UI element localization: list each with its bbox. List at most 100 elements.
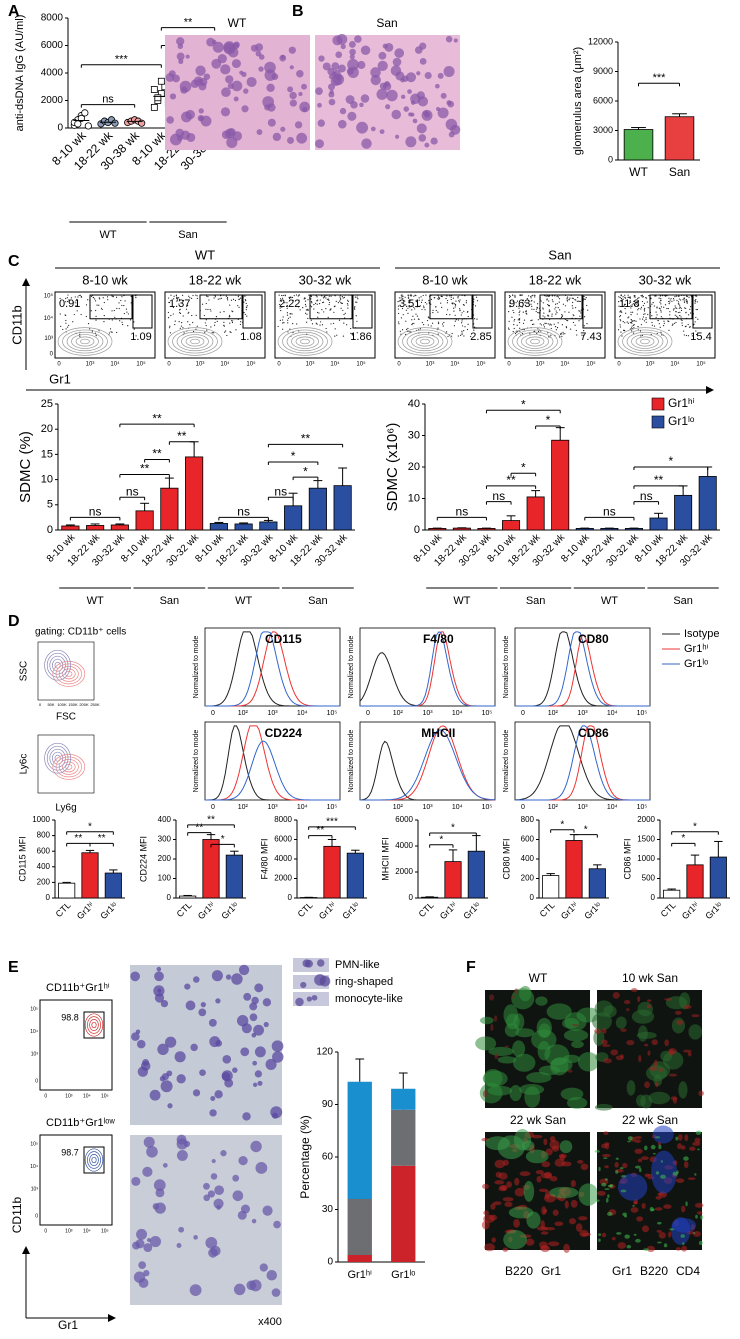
flow-event [195, 328, 197, 330]
flow-event [579, 310, 581, 312]
stain [481, 1220, 490, 1230]
bar [81, 852, 99, 899]
flow-event [635, 301, 637, 303]
flow-event [668, 300, 670, 303]
flow-tick: 0 [35, 1078, 38, 1084]
stain [546, 1003, 572, 1020]
cell [176, 37, 185, 46]
histogram-curve [205, 631, 340, 707]
cell [392, 57, 402, 67]
flow-title: 8-10 wk [422, 272, 468, 287]
flow-event [407, 307, 409, 309]
flow-tick: 10³ [577, 804, 588, 811]
flow-event [694, 321, 696, 323]
cell [272, 1051, 284, 1063]
flow-event [85, 315, 87, 318]
flow-event [415, 313, 417, 315]
bar [135, 510, 154, 531]
flow-event [513, 327, 515, 330]
flow-event [416, 301, 418, 303]
flow-event [619, 315, 622, 317]
flow-event [637, 325, 639, 328]
stain [513, 1013, 525, 1031]
stain [554, 1158, 565, 1167]
flow-event [574, 324, 576, 326]
flow-event [417, 305, 419, 307]
flow-event [321, 324, 324, 326]
flow-event [213, 332, 215, 334]
gate [692, 294, 713, 329]
sig-label: * [668, 454, 673, 468]
flow-event [238, 298, 240, 301]
flow-event [95, 309, 97, 312]
flow-event [463, 335, 465, 337]
flow-event [116, 331, 118, 334]
flow-event [121, 321, 123, 323]
flow-event [167, 311, 170, 314]
cell [138, 1278, 149, 1288]
flow-event [65, 297, 67, 300]
flow-event [653, 305, 655, 307]
gate [352, 294, 373, 329]
sig-label: ** [654, 473, 664, 487]
cell [240, 1047, 250, 1057]
legend-label: Gr1ˡᵒ [668, 414, 695, 428]
bar [202, 839, 220, 899]
flow-event [578, 300, 580, 302]
flow-event [279, 319, 281, 321]
cell [185, 1000, 196, 1011]
flow-event [313, 308, 315, 310]
flow-event [409, 331, 411, 333]
flow-event [179, 312, 181, 314]
y-tick-label: 60 [322, 1152, 334, 1163]
flow-event [316, 311, 319, 314]
flow-event [623, 329, 625, 331]
flow-contour [84, 1148, 104, 1172]
x-tick-label: Gr1ˡᵒ [391, 1269, 415, 1281]
flow-event [413, 318, 416, 320]
flow-event [554, 308, 556, 310]
cell [360, 94, 370, 103]
flow-event [446, 331, 448, 333]
flow-event [438, 322, 440, 325]
cell [435, 106, 441, 112]
cell [209, 1036, 221, 1048]
flow-event [679, 306, 681, 309]
stain [678, 1081, 688, 1099]
flow-event [437, 311, 439, 313]
flow-tick: 10⁴ [607, 804, 618, 811]
stain [512, 1053, 536, 1072]
flow-event [660, 316, 662, 318]
flow-event [178, 298, 181, 300]
cell [178, 58, 184, 65]
stain [656, 1229, 662, 1233]
stain [612, 991, 620, 999]
flow-event [619, 311, 621, 313]
y-tick-label: 200 [37, 878, 51, 887]
flow-event [686, 301, 688, 303]
flow-event [127, 325, 129, 327]
flow-event [293, 295, 295, 297]
cell [181, 111, 192, 123]
x-tick-label: Gr1ʰⁱ [559, 900, 581, 922]
cell [257, 1080, 263, 1086]
stain [531, 1029, 557, 1050]
flow-event [466, 328, 469, 331]
cell [361, 138, 372, 149]
flow-tick: 10⁵ [637, 710, 648, 717]
flow-event [551, 299, 554, 301]
flow-event [667, 320, 669, 322]
flow-event [313, 304, 315, 306]
flow-event [402, 314, 404, 316]
stain [676, 1019, 684, 1026]
flow-event [569, 328, 572, 330]
flow-event [94, 300, 97, 302]
y-axis-label: SDMC (x10⁶) [384, 423, 401, 512]
flow-event [628, 302, 630, 304]
flow-contour [525, 336, 545, 347]
flow-event [621, 311, 623, 313]
arrow-head [22, 278, 30, 286]
flow-event [455, 300, 457, 302]
y-axis-label: Normalized to mode [348, 636, 355, 699]
flow-event [660, 303, 662, 305]
